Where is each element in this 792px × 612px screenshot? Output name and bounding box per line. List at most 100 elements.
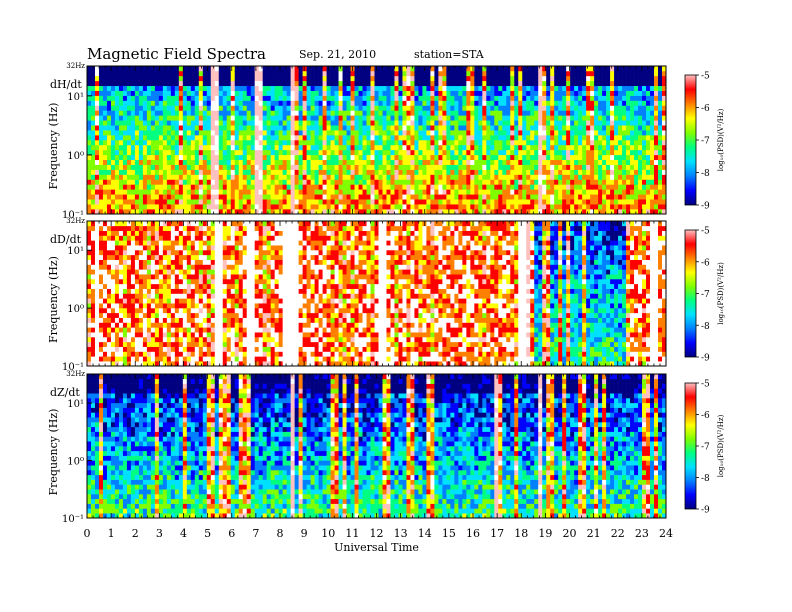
cell bbox=[115, 170, 119, 175]
cell bbox=[426, 101, 430, 106]
cell bbox=[394, 76, 398, 81]
cell bbox=[426, 91, 430, 96]
cell bbox=[486, 160, 490, 165]
cell bbox=[606, 120, 610, 125]
cell bbox=[618, 115, 622, 120]
cell bbox=[518, 145, 522, 150]
cell bbox=[546, 91, 550, 96]
cell bbox=[115, 145, 119, 150]
cell bbox=[534, 140, 538, 145]
cell bbox=[315, 155, 319, 160]
cell bbox=[602, 86, 606, 91]
cell bbox=[103, 294, 107, 299]
cell bbox=[175, 76, 179, 81]
cell bbox=[123, 274, 127, 279]
cell bbox=[442, 86, 446, 91]
cell bbox=[510, 175, 514, 180]
cell bbox=[630, 115, 634, 120]
cell bbox=[586, 76, 590, 81]
cell bbox=[127, 105, 131, 110]
cell bbox=[371, 91, 375, 96]
cell bbox=[526, 165, 530, 170]
cell bbox=[223, 179, 227, 184]
cell bbox=[634, 96, 638, 101]
cell bbox=[107, 96, 111, 101]
cell bbox=[462, 155, 466, 160]
cell bbox=[414, 170, 418, 175]
cell bbox=[219, 91, 223, 96]
cell bbox=[458, 115, 462, 120]
cell bbox=[107, 204, 111, 209]
cell bbox=[343, 140, 347, 145]
cell bbox=[598, 130, 602, 135]
cell bbox=[111, 160, 115, 165]
cell bbox=[291, 155, 295, 160]
cell bbox=[151, 76, 155, 81]
cell bbox=[115, 318, 119, 323]
cell bbox=[127, 115, 131, 120]
cell bbox=[630, 175, 634, 180]
cell bbox=[295, 150, 299, 155]
cell bbox=[231, 115, 235, 120]
cell bbox=[534, 155, 538, 160]
cell bbox=[522, 115, 526, 120]
cell bbox=[402, 155, 406, 160]
cell bbox=[594, 170, 598, 175]
cell bbox=[135, 298, 139, 303]
cell bbox=[331, 135, 335, 140]
cell bbox=[494, 184, 498, 189]
cell bbox=[243, 105, 247, 110]
cell bbox=[418, 199, 422, 204]
cell bbox=[646, 96, 650, 101]
cell bbox=[498, 91, 502, 96]
cell bbox=[303, 66, 307, 71]
cell bbox=[135, 130, 139, 135]
cell bbox=[159, 71, 163, 76]
cell bbox=[171, 81, 175, 86]
cell bbox=[91, 189, 95, 194]
cell bbox=[239, 130, 243, 135]
cell bbox=[570, 150, 574, 155]
cell bbox=[111, 175, 115, 180]
cell bbox=[91, 323, 95, 328]
cell bbox=[191, 101, 195, 106]
cell bbox=[159, 194, 163, 199]
cell bbox=[115, 327, 119, 332]
cell bbox=[626, 170, 630, 175]
cell bbox=[303, 150, 307, 155]
cell bbox=[87, 269, 91, 274]
cell bbox=[506, 184, 510, 189]
cell bbox=[319, 96, 323, 101]
cell bbox=[275, 135, 279, 140]
cell bbox=[135, 327, 139, 332]
cell bbox=[123, 145, 127, 150]
cell bbox=[546, 135, 550, 140]
cell bbox=[422, 150, 426, 155]
cell bbox=[498, 184, 502, 189]
cell bbox=[474, 120, 478, 125]
cell bbox=[155, 96, 159, 101]
cell bbox=[538, 155, 542, 160]
cell bbox=[215, 204, 219, 209]
cell bbox=[235, 194, 239, 199]
cell bbox=[227, 101, 231, 106]
cell bbox=[434, 184, 438, 189]
cell bbox=[426, 170, 430, 175]
cell bbox=[514, 76, 518, 81]
cell bbox=[622, 76, 626, 81]
cell bbox=[275, 86, 279, 91]
cell bbox=[295, 175, 299, 180]
cell bbox=[586, 81, 590, 86]
cell bbox=[175, 160, 179, 165]
cell bbox=[315, 165, 319, 170]
cell bbox=[223, 140, 227, 145]
cell bbox=[187, 105, 191, 110]
cell bbox=[375, 175, 379, 180]
cell bbox=[638, 135, 642, 140]
cell bbox=[638, 150, 642, 155]
cell bbox=[494, 155, 498, 160]
cell bbox=[275, 101, 279, 106]
cell bbox=[518, 175, 522, 180]
cell bbox=[590, 170, 594, 175]
cell bbox=[211, 179, 215, 184]
